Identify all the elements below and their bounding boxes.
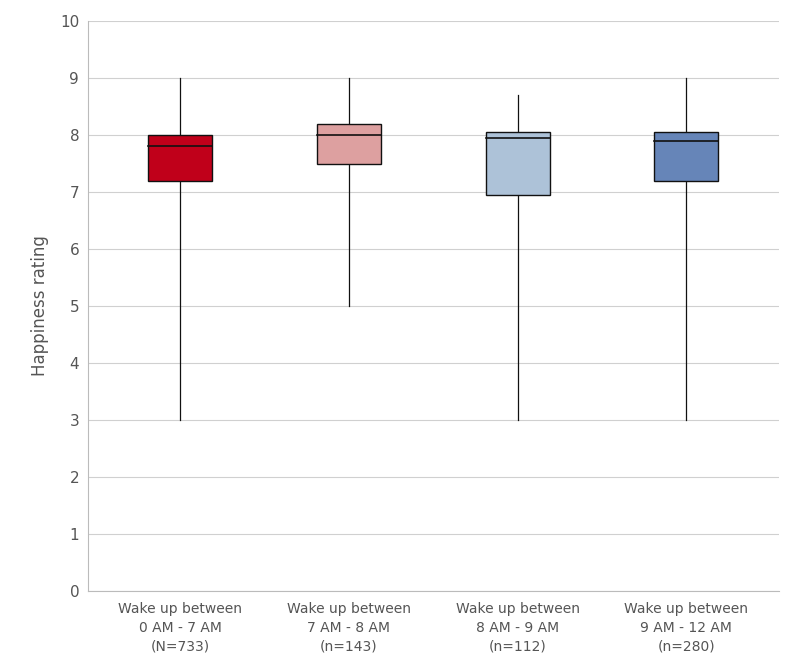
Bar xyxy=(654,132,719,180)
Y-axis label: Happiness rating: Happiness rating xyxy=(31,236,49,377)
Bar xyxy=(486,132,549,195)
Bar xyxy=(317,124,381,164)
Bar xyxy=(148,135,212,180)
